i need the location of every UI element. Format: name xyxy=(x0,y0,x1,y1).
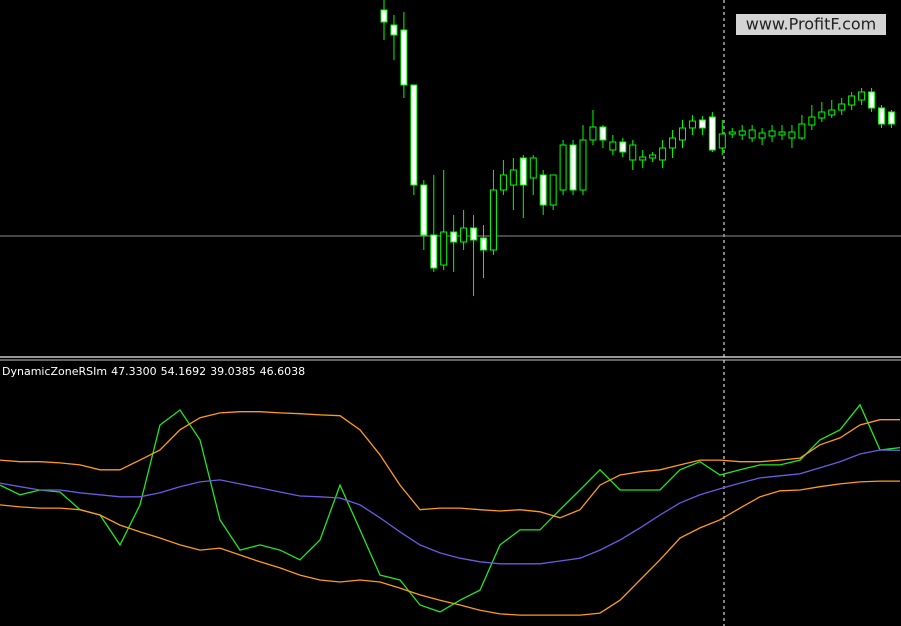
candle-body xyxy=(718,133,726,149)
candle-body xyxy=(868,91,876,109)
indicator-name: DynamicZoneRSIm xyxy=(2,365,107,378)
candle-body xyxy=(480,237,487,251)
indicator-line xyxy=(0,449,901,565)
candle-body xyxy=(688,120,696,129)
candle-body xyxy=(728,131,736,135)
candle-body xyxy=(788,131,796,139)
candle-body xyxy=(858,91,866,101)
candle-body xyxy=(460,227,468,243)
candle-body xyxy=(539,174,547,206)
indicator-value: 54.1692 xyxy=(161,365,207,378)
candle-body xyxy=(838,103,846,111)
candle-body xyxy=(649,154,657,159)
indicator-readout: DynamicZoneRSIm 47.3300 54.1692 39.0385 46.6… xyxy=(2,365,305,378)
candle-body xyxy=(808,116,816,126)
candle-body xyxy=(708,116,716,151)
candle-body xyxy=(599,126,607,141)
candle-body xyxy=(410,84,418,186)
candle-body xyxy=(549,174,557,206)
candle-body xyxy=(778,131,786,136)
candle-body xyxy=(420,184,428,236)
candle-body xyxy=(679,127,686,141)
candle-body xyxy=(738,130,746,136)
candle-body xyxy=(519,157,527,186)
candle-body xyxy=(450,231,458,243)
candle-body xyxy=(828,109,836,116)
indicator-line xyxy=(0,411,900,519)
candle-body xyxy=(569,144,577,191)
watermark-box xyxy=(736,14,886,35)
candle-body xyxy=(559,144,567,191)
candle-body xyxy=(659,147,667,161)
candle-body xyxy=(698,119,706,129)
candle-body xyxy=(848,95,856,106)
candle-body xyxy=(798,123,806,139)
candle-body xyxy=(489,189,497,251)
watermark: www.ProfitF.com xyxy=(746,15,877,34)
indicator-readout-text: DynamicZoneRSIm 47.3300 54.1692 39.0385 46.6… xyxy=(2,365,305,378)
candle-body xyxy=(529,157,537,179)
candle-body xyxy=(878,107,885,125)
indicator-value: 47.3300 xyxy=(111,365,157,378)
indicator-line xyxy=(0,480,900,616)
candle-body xyxy=(400,29,408,86)
candle-body xyxy=(887,111,895,125)
candle-body xyxy=(509,169,517,186)
candle-body xyxy=(380,9,388,23)
candle-body xyxy=(758,132,766,139)
candle-body xyxy=(430,234,438,269)
indicator-line xyxy=(0,403,901,613)
candle-body xyxy=(609,141,617,151)
candle-body xyxy=(470,227,478,241)
candle-body xyxy=(629,144,637,161)
candle-body xyxy=(499,174,507,191)
candle-body xyxy=(619,141,627,153)
candle-body xyxy=(639,156,647,161)
candle-body xyxy=(818,111,826,119)
candle-body xyxy=(768,130,776,137)
candle-body xyxy=(390,24,398,36)
candle-body xyxy=(748,129,756,139)
candle-body xyxy=(579,139,587,191)
candle-body xyxy=(589,126,597,141)
indicator-value: 39.0385 xyxy=(210,365,256,378)
candle-body xyxy=(669,137,677,149)
candle-body xyxy=(440,231,448,266)
indicator-value: 46.6038 xyxy=(260,365,306,378)
